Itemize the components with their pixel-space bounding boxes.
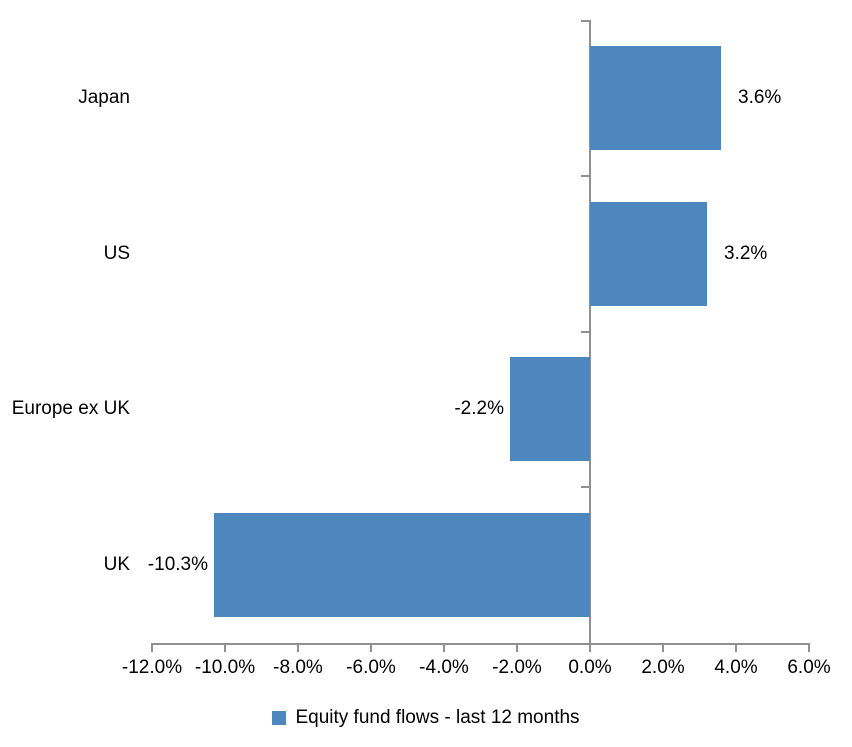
category-label: US <box>103 243 130 264</box>
x-axis-tick-label: -8.0% <box>273 657 323 678</box>
bar-europe-ex-uk <box>510 357 590 461</box>
x-axis-tick-label: 0.0% <box>568 657 612 678</box>
category-axis-line <box>589 20 591 645</box>
bar-japan <box>590 46 721 150</box>
x-axis-tick <box>662 643 664 652</box>
x-axis-tick <box>370 643 372 652</box>
x-axis-line <box>151 643 810 645</box>
x-axis-tick-label: 6.0% <box>787 657 831 678</box>
x-axis-tick-label: -6.0% <box>346 657 396 678</box>
x-axis-tick-label: 4.0% <box>714 657 758 678</box>
category-label: Japan <box>78 87 130 108</box>
category-axis-tick <box>581 20 590 22</box>
plot-area: -12.0% -10.0% -8.0% -6.0% -4.0% -2.0% 0.0% 2.0%… <box>11 20 831 678</box>
x-axis-tick-label: 2.0% <box>641 657 685 678</box>
x-axis-tick-label: -12.0% <box>121 657 183 678</box>
x-axis-tick-label: -10.0% <box>194 657 256 678</box>
x-axis-tick <box>589 643 591 652</box>
x-axis-tick <box>443 643 445 652</box>
data-label: -2.2% <box>454 398 504 419</box>
legend: Equity fund flows - last 12 months <box>0 707 852 729</box>
x-axis-tick <box>735 643 737 652</box>
data-label: 3.2% <box>724 243 768 264</box>
category-axis-tick <box>581 175 590 177</box>
category-label: UK <box>103 554 130 575</box>
bar-us <box>590 202 707 306</box>
data-label: 3.6% <box>738 87 782 108</box>
category-axis-tick <box>581 486 590 488</box>
x-axis-tick <box>151 643 153 652</box>
x-axis-tick <box>224 643 226 652</box>
category-axis-tick <box>581 331 590 333</box>
bar-uk <box>214 513 590 617</box>
x-axis-tick <box>516 643 518 652</box>
x-axis-tick <box>297 643 299 652</box>
legend-series-label: Equity fund flows - last 12 months <box>295 707 580 728</box>
category-label: Europe ex UK <box>11 398 130 419</box>
x-axis-tick-label: -2.0% <box>492 657 542 678</box>
x-axis-tick <box>808 643 810 652</box>
legend-series-marker-icon <box>272 711 287 725</box>
data-label: -10.3% <box>147 554 208 575</box>
x-axis-tick-label: -4.0% <box>419 657 469 678</box>
